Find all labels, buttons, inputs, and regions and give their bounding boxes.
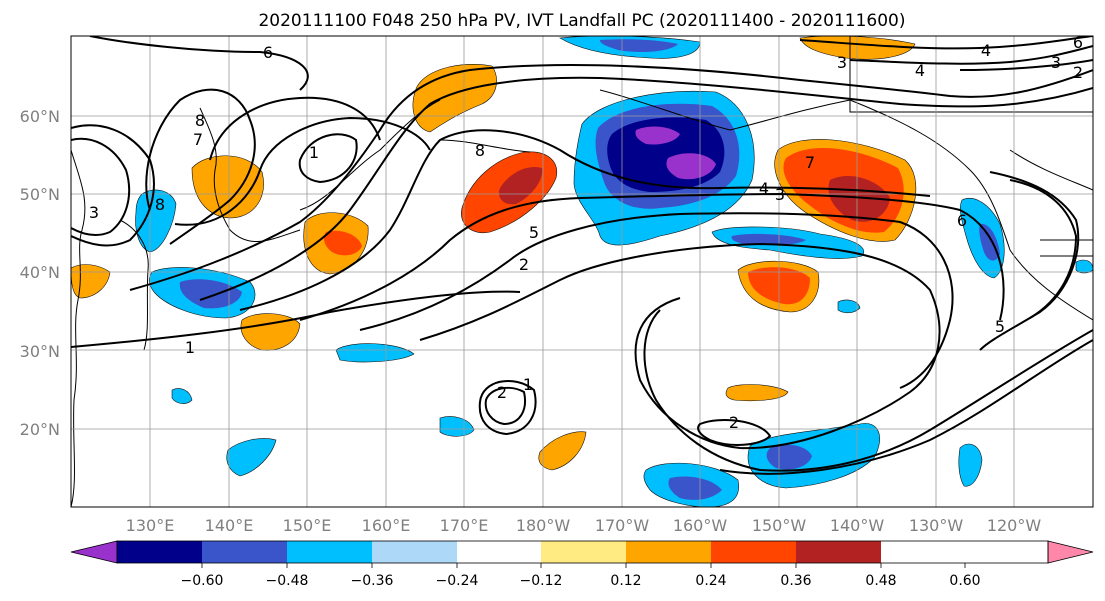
map-frame xyxy=(70,35,1094,508)
negative-anomaly-region xyxy=(958,443,983,487)
contour-label: 8 xyxy=(475,141,485,160)
contour-label: 7 xyxy=(193,130,203,149)
negative-anomaly-region xyxy=(668,476,722,500)
negative-anomaly-region xyxy=(731,233,806,246)
negative-anomaly-region xyxy=(635,126,680,145)
negative-anomaly-region xyxy=(600,39,678,52)
negative-anomaly-region xyxy=(179,279,242,309)
colorbar-ticks xyxy=(201,563,966,568)
map-panel: 6 8 7 3 8 1 8 5 2 1 2 1 2 7 4 3 3 4 4 3 xyxy=(70,33,1094,508)
colorbar-tick-label: 0.60 xyxy=(949,573,980,589)
graticule xyxy=(71,36,1093,507)
negative-anomaly-region xyxy=(747,423,880,489)
lon-tick-label: 140°E xyxy=(205,516,254,535)
lon-tick-label: 170°W xyxy=(595,516,650,535)
positive-anomaly-region xyxy=(828,176,890,222)
colorbar-segment xyxy=(541,541,626,563)
colorbar-segment xyxy=(626,541,711,563)
colorbar-low-extension xyxy=(70,540,118,564)
colorbar-tick-label: −0.36 xyxy=(351,573,394,589)
positive-anomaly-region xyxy=(324,230,362,256)
contour-label: 2 xyxy=(519,255,529,274)
lon-tick-label: 160°E xyxy=(362,516,411,535)
colorbar-tick-label: −0.48 xyxy=(266,573,309,589)
lon-tick-label: 150°E xyxy=(283,516,332,535)
colorbar-outline xyxy=(116,540,1049,564)
lat-tick-labels: 20°N 30°N 40°N 50°N 60°N xyxy=(20,107,60,439)
colorbar-tick-label: 0.24 xyxy=(695,573,726,589)
lon-tick-label: 160°W xyxy=(673,516,728,535)
lon-tick-labels: 130°E 140°E 150°E 160°E 170°E 180°W 170°… xyxy=(126,516,1042,535)
contour-label: 6 xyxy=(1073,33,1083,52)
contour-label: 1 xyxy=(185,338,195,357)
positive-anomaly-region xyxy=(725,384,789,402)
contour-label: 3 xyxy=(775,185,785,204)
lat-tick-label: 20°N xyxy=(20,420,60,439)
contour-label: 1 xyxy=(309,143,319,162)
colorbar-tick-label: 0.12 xyxy=(610,573,641,589)
lon-tick-label: 130°E xyxy=(126,516,175,535)
contour-label: 4 xyxy=(915,61,925,80)
positive-anomaly-region xyxy=(191,155,264,219)
pv-contours xyxy=(71,36,1093,475)
lat-tick-label: 60°N xyxy=(20,107,60,126)
lon-tick-label: 180°W xyxy=(516,516,571,535)
lon-tick-label: 150°W xyxy=(752,516,807,535)
colorbar-segment xyxy=(372,541,457,563)
contour-label: 5 xyxy=(995,317,1005,336)
lon-tick-label: 120°W xyxy=(987,516,1042,535)
negative-anomaly-region xyxy=(766,444,812,470)
lon-tick-label: 170°E xyxy=(440,516,489,535)
positive-anomaly-region xyxy=(240,313,301,351)
contour-label: 1 xyxy=(523,375,533,394)
contour-label: 2 xyxy=(497,383,507,402)
contour-label: 2 xyxy=(1073,63,1083,82)
contour-label: 3 xyxy=(1051,53,1061,72)
contour-label: 4 xyxy=(981,41,991,60)
lat-tick-label: 40°N xyxy=(20,263,60,282)
colorbar: −0.60 −0.48 −0.36 −0.24 −0.12 0.12 0.24 … xyxy=(70,540,1094,589)
contour-label: 6 xyxy=(263,43,273,62)
negative-anomaly-region xyxy=(439,416,475,437)
map-title: 2020111100 F048 250 hPa PV, IVT Landfall… xyxy=(258,11,905,31)
colorbar-tick-label: −0.60 xyxy=(181,573,224,589)
lon-tick-label: 130°W xyxy=(909,516,964,535)
contour-label: 6 xyxy=(957,211,967,230)
colorbar-segment xyxy=(711,541,796,563)
colorbar-segment xyxy=(287,541,372,563)
colorbar-segment xyxy=(117,541,202,563)
contour-label: 2 xyxy=(729,413,739,432)
contour-label: 4 xyxy=(759,179,769,198)
lat-tick-label: 50°N xyxy=(20,185,60,204)
negative-anomaly-region xyxy=(666,153,716,180)
colorbar-segment xyxy=(202,541,287,563)
positive-anomaly-region xyxy=(498,166,543,205)
contour-label: 8 xyxy=(195,111,205,130)
positive-anomaly-region xyxy=(538,431,587,471)
colorbar-tick-label: −0.24 xyxy=(436,573,479,589)
colorbar-segment xyxy=(796,541,881,563)
colorbar-high-extension xyxy=(1047,540,1094,564)
negative-anomaly-region xyxy=(171,388,193,404)
negative-anomaly-region xyxy=(837,299,861,314)
contour-label: 3 xyxy=(89,203,99,222)
colorbar-tick-label: 0.36 xyxy=(780,573,811,589)
colorbar-segment xyxy=(457,541,541,563)
contour-label: 3 xyxy=(837,53,847,72)
contour-label: 5 xyxy=(529,223,539,242)
negative-anomaly-region xyxy=(979,223,1000,261)
lon-tick-label: 140°W xyxy=(830,516,885,535)
colorbar-tick-label: 0.48 xyxy=(865,573,896,589)
lat-tick-label: 30°N xyxy=(20,342,60,361)
contour-labels: 6 8 7 3 8 1 8 5 2 1 2 1 2 7 4 3 3 4 4 3 xyxy=(89,33,1083,432)
negative-anomaly-region xyxy=(335,343,415,363)
contour-label: 8 xyxy=(155,195,165,214)
contour-label: 7 xyxy=(805,153,815,172)
colorbar-tick-label: −0.12 xyxy=(520,573,563,589)
